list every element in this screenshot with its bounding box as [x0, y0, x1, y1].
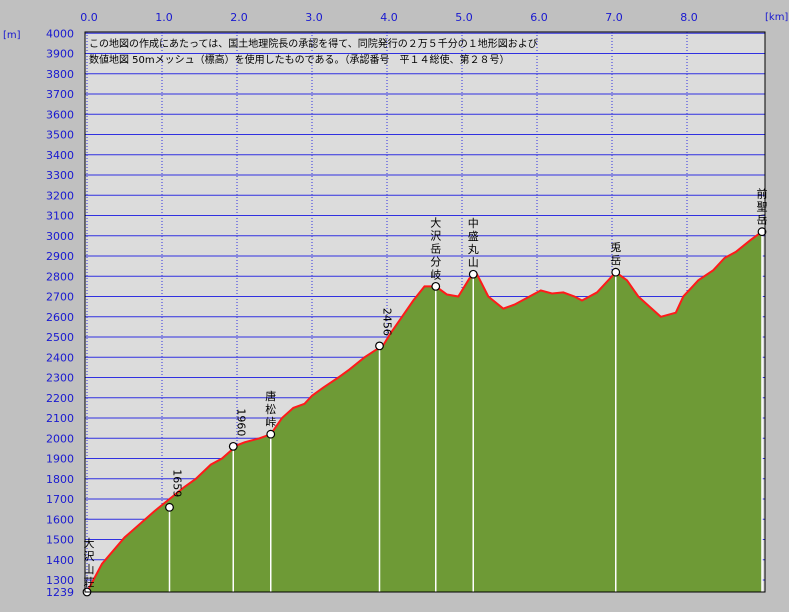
- waypoint-label: 兎岳: [610, 241, 621, 267]
- y-tick-label: 3700: [46, 88, 74, 101]
- y-tick-label: 2800: [46, 270, 74, 283]
- y-tick-label: 2300: [46, 372, 74, 385]
- x-tick-label: 6.0: [530, 11, 548, 24]
- y-tick-label: 3900: [46, 48, 74, 61]
- x-tick-label: 5.0: [455, 11, 473, 24]
- y-tick-label: 3500: [46, 129, 74, 142]
- y-tick-label: 1400: [46, 554, 74, 567]
- y-tick-label: 2000: [46, 432, 74, 445]
- y-tick-label: 1300: [46, 574, 74, 587]
- y-tick-label: 3800: [46, 68, 74, 81]
- y-tick-label: 2400: [46, 351, 74, 364]
- waypoint-label: 2456: [381, 308, 394, 336]
- x-tick-label: 1.0: [155, 11, 173, 24]
- waypoint-marker: [165, 502, 174, 512]
- y-tick-label: 2500: [46, 331, 74, 344]
- x-axis-ticks: 0.0 1.0 2.0 3.0 4.0 5.0 6.0 7.0 8.0: [80, 11, 698, 24]
- copyright-note-line-1: この地図の作成にあたっては、国土地理院長の承認を得て、同院発行の２万５千分の１地…: [89, 37, 538, 50]
- y-tick-label: 1700: [46, 493, 74, 506]
- x-unit-label: [km]: [765, 12, 788, 23]
- copyright-note-line-2: 数値地図 50mメッシュ（標高）を使用したものである。（承認番号 平１４総使、第…: [89, 53, 510, 66]
- y-tick-label: 1800: [46, 473, 74, 486]
- y-tick-label: 2900: [46, 250, 74, 263]
- y-tick-label: 4000: [46, 27, 74, 40]
- y-tick-label: 3600: [46, 108, 74, 121]
- waypoint-label: 中盛丸山: [468, 217, 479, 269]
- waypoint-marker: [228, 441, 238, 451]
- y-tick-label: 2600: [46, 311, 74, 324]
- waypoint-label: 大沢岳分岐: [430, 215, 441, 281]
- y-axis-ticks: 4000 3900 3800 3700 3600 3500 3400 3300 3200 3100…: [46, 27, 74, 599]
- x-tick-label: 3.0: [305, 11, 323, 24]
- y-tick-label: 1900: [46, 453, 74, 466]
- y-tick-label: 1500: [46, 534, 74, 547]
- waypoint-label: 大沢山荘: [84, 536, 95, 589]
- waypoint-label: 前聖岳: [757, 187, 768, 227]
- y-tick-label: 3200: [46, 189, 74, 202]
- x-tick-label: 7.0: [605, 11, 623, 24]
- waypoint-marker: [468, 269, 478, 279]
- y-tick-label: 1239: [46, 586, 74, 599]
- x-tick-label: 2.0: [230, 11, 248, 24]
- waypoint-marker: [375, 341, 384, 351]
- elevation-area: [87, 231, 762, 592]
- waypoint-marker: [757, 227, 767, 237]
- waypoint-drop-lines: [168, 231, 763, 592]
- y-tick-label: 2100: [46, 412, 74, 425]
- waypoint-labels: 大沢山荘 1659 1960 唐松峠 2456 大沢岳分岐 中盛丸山 兎岳 前聖岳: [84, 187, 768, 589]
- waypoint-marker: [266, 429, 276, 439]
- y-tick-label: 3000: [46, 230, 74, 243]
- x-tick-label: 0.0: [80, 11, 98, 24]
- y-tick-label: 3400: [46, 149, 74, 162]
- y-unit-label: [m]: [3, 30, 21, 41]
- waypoint-label: 1960: [234, 408, 247, 436]
- y-tick-label: 2700: [46, 291, 74, 304]
- x-tick-label: 8.0: [680, 11, 698, 24]
- waypoint-marker: [431, 281, 441, 291]
- y-tick-label: 2200: [46, 392, 74, 405]
- waypoint-marker: [611, 267, 621, 277]
- x-tick-label: 4.0: [380, 11, 398, 24]
- waypoint-label: 1659: [171, 469, 184, 497]
- y-tick-label: 3300: [46, 169, 74, 182]
- y-tick-label: 1600: [46, 513, 74, 526]
- y-tick-label: 3100: [46, 210, 74, 223]
- waypoint-label: 唐松峠: [265, 389, 276, 429]
- plot-frame: [84, 31, 766, 593]
